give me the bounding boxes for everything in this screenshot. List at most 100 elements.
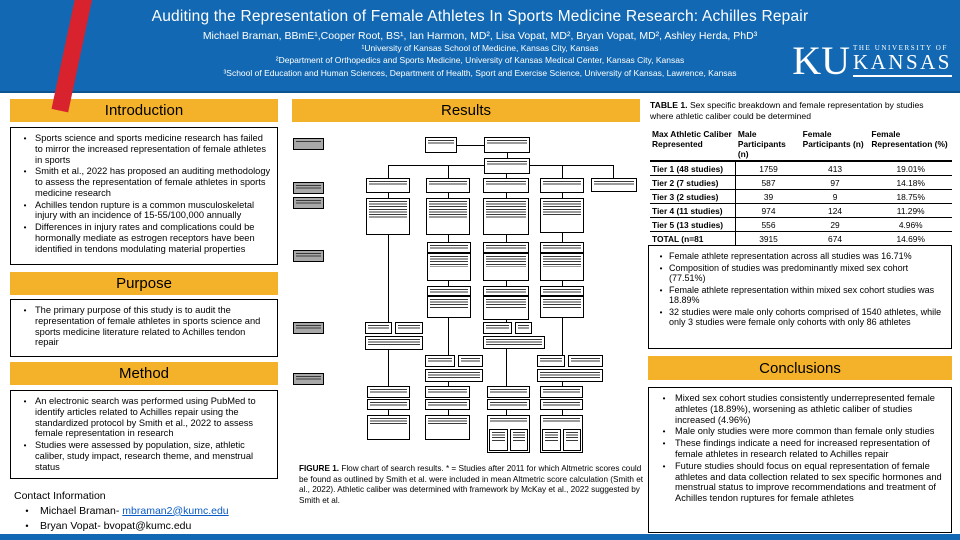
section-title: Conclusions	[759, 359, 841, 377]
flowchart-box	[367, 399, 410, 410]
contact-name: Bryan Vopat-	[40, 520, 104, 533]
method-box: • An electronic search was performed usin…	[10, 390, 278, 479]
contact-item: • Michael Braman- mbraman2@kumc.edu	[14, 504, 286, 519]
contact-name: Michael Braman-	[40, 504, 123, 517]
table-cell: Tier 3 (2 studies)	[650, 189, 737, 204]
flowchart-box	[425, 369, 483, 382]
micro-text	[461, 358, 480, 362]
table-cell: 4.96%	[869, 217, 952, 232]
micro-text	[492, 432, 505, 441]
micro-text	[370, 402, 407, 406]
bullet-icon: •	[659, 307, 663, 317]
flowchart-box	[365, 322, 392, 334]
purpose-box: • The primary purpose of this study is to…	[10, 299, 278, 357]
micro-text	[296, 325, 321, 329]
micro-text	[543, 245, 581, 249]
flowchart-box	[540, 399, 583, 410]
bullet-text: These findings indicate a need for incre…	[675, 438, 930, 460]
micro-text	[430, 289, 468, 293]
bullet-icon: •	[659, 252, 663, 261]
flowchart-box	[540, 253, 584, 281]
results-findings-box: • Female athlete representation across al…	[648, 245, 952, 349]
table-1-caption: TABLE 1. Sex specific breakdown and fema…	[650, 100, 948, 122]
affiliation-1: ¹University of Kansas School of Medicine…	[361, 43, 599, 53]
flowchart-connector	[448, 193, 449, 198]
figure-1-caption: FIGURE 1. Flow chart of search results. …	[299, 464, 645, 507]
flowchart-connector	[448, 235, 449, 242]
flowchart-box	[366, 198, 410, 235]
contact-item: • Bryan Vopat- bvopat@kumc.edu	[14, 519, 286, 534]
ku-logo-kansas-text: KANSAS	[852, 50, 952, 74]
micro-text	[490, 418, 527, 422]
flowchart-connector	[388, 165, 389, 178]
flowchart-box	[366, 178, 410, 193]
flowchart-box	[540, 286, 584, 296]
flowchart-connector	[562, 233, 563, 242]
header-banner: Auditing the Representation of Female At…	[0, 0, 960, 93]
bullet-icon: •	[23, 200, 27, 210]
section-title: Method	[118, 365, 170, 382]
table-cell: 97	[800, 175, 870, 190]
table-cell: 11.29%	[869, 203, 952, 218]
micro-text	[369, 181, 407, 185]
ku-logo: KU THE UNIVERSITY OF KANSAS	[792, 41, 952, 81]
flowchart-box	[483, 296, 529, 320]
flowchart-box	[425, 399, 470, 410]
bullet-text: Composition of studies was predominantly…	[669, 263, 909, 284]
table-cell: 39	[735, 189, 801, 204]
flowchart-box	[483, 336, 545, 349]
flowchart-stage-label	[293, 138, 324, 150]
figure-caption-label: FIGURE 1.	[299, 464, 340, 473]
micro-text	[540, 372, 600, 379]
flowchart-box	[484, 137, 530, 153]
flowchart-connector	[613, 165, 614, 178]
flowchart-connector	[562, 281, 563, 286]
flowchart-box	[365, 336, 423, 350]
flowchart-box	[427, 296, 471, 318]
table-cell: 29	[800, 217, 870, 232]
flowchart-box	[483, 322, 512, 334]
flowchart-connector	[506, 174, 507, 178]
flowchart-box	[427, 286, 471, 296]
bullet-item: • Male only studies were more common than…	[653, 426, 945, 437]
bullet-icon: •	[25, 505, 29, 516]
flowchart-stage-label	[293, 182, 324, 194]
figure-caption-text: Flow chart of search results. * = Studie…	[299, 464, 644, 505]
conclusions-box: • Mixed sex cohort studies consistently u…	[648, 387, 952, 533]
micro-text	[486, 299, 526, 308]
flowchart-connector	[448, 165, 449, 178]
micro-text	[543, 389, 580, 393]
micro-text	[428, 372, 480, 379]
bottom-blue-bar	[0, 534, 960, 540]
micro-text	[428, 140, 454, 144]
section-title: Introduction	[104, 102, 184, 119]
micro-text	[296, 376, 321, 380]
flowchart-box	[483, 198, 529, 235]
flowchart-box	[425, 415, 470, 440]
table-cell: 413	[828, 163, 843, 174]
micro-text	[430, 299, 468, 308]
micro-text	[370, 418, 407, 425]
flowchart-box	[540, 178, 584, 193]
flowchart-stage-label	[293, 250, 324, 262]
email-link[interactable]: mbraman2@kumc.edu	[122, 504, 229, 517]
flowchart-box	[484, 158, 530, 174]
flowchart-connector	[388, 235, 389, 322]
table-cell: Tier 4 (11 studies)	[650, 203, 737, 218]
bullet-text: The primary purpose of this study is to …	[35, 305, 261, 348]
table-cell: 556	[735, 217, 801, 232]
micro-text	[428, 358, 452, 362]
bullet-icon: •	[662, 427, 666, 437]
bullet-text: 32 studies were male only cohorts compri…	[669, 306, 942, 328]
micro-text	[486, 256, 526, 268]
table-cell: 9	[800, 189, 870, 204]
micro-text	[429, 181, 467, 185]
introduction-box: • Sports science and sports medicine rese…	[10, 127, 278, 265]
micro-text	[543, 289, 581, 293]
flowchart-box	[537, 369, 603, 382]
micro-text	[543, 299, 581, 308]
table-cell: 19.01%	[896, 163, 925, 174]
flowchart-box	[458, 355, 483, 367]
flowchart-box	[425, 386, 470, 398]
